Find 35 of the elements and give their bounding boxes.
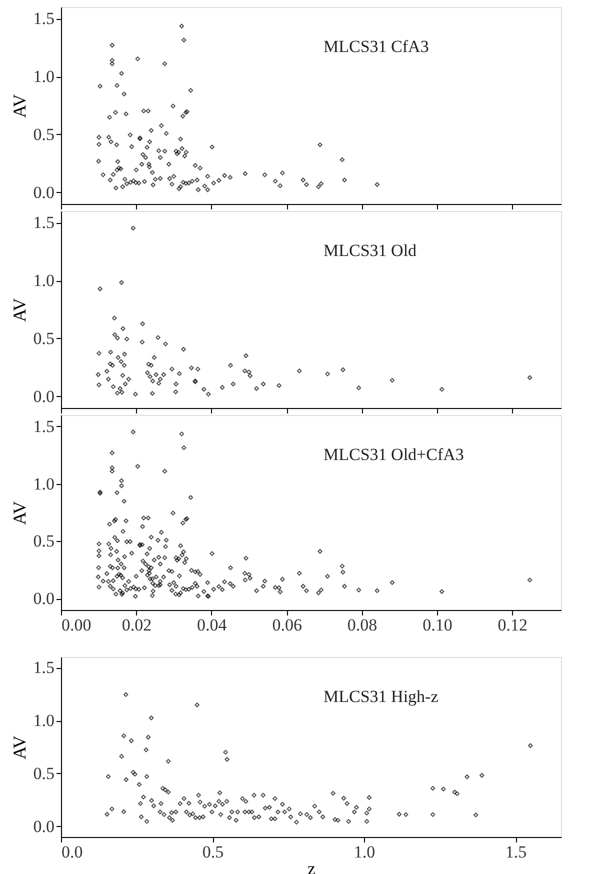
text: MLCS31 Old+CfA3 xyxy=(324,445,464,464)
y-tick-label: 0.0 xyxy=(33,386,54,406)
x-tick-label: 0.5 xyxy=(202,842,224,862)
y-tick-label: 0.5 xyxy=(33,328,54,348)
text: MLCS31 Old xyxy=(324,241,418,260)
y-tick-label: 1.5 xyxy=(33,213,54,232)
y-tick-label: 1.5 xyxy=(33,416,54,436)
y-tick-label: 1.0 xyxy=(33,271,54,290)
x-tick-label: 0.0 xyxy=(62,842,83,862)
y-axis-title: AV xyxy=(9,94,30,118)
y-tick-label: 1.5 xyxy=(33,658,54,678)
y-tick-label: 0.0 xyxy=(33,589,54,608)
y-tick-label: 1.0 xyxy=(33,474,54,494)
x-tick-label: 0.04 xyxy=(197,616,228,634)
x-tick-label: 1.0 xyxy=(354,842,376,862)
y-tick-label: 0.0 xyxy=(33,182,54,202)
y-tick-label: 0.5 xyxy=(33,764,54,783)
x-tick-label: 0.12 xyxy=(498,616,528,634)
y-axis-title: AV xyxy=(9,501,30,525)
y-axis-title: AV xyxy=(9,298,30,322)
y-axis-title: AV xyxy=(9,736,30,760)
text: MLCS31 High-z xyxy=(324,687,439,706)
x-tick-label: 0.06 xyxy=(272,616,302,634)
x-tick-label: 1.5 xyxy=(505,842,527,862)
x-tick-label: 0.10 xyxy=(422,616,452,634)
y-tick-label: 0.5 xyxy=(33,124,54,144)
x-tick-label: 0.02 xyxy=(122,616,152,634)
y-tick-label: 1.5 xyxy=(33,9,54,28)
y-tick-label: 1.0 xyxy=(33,711,54,730)
y-tick-label: 1.0 xyxy=(33,67,54,86)
y-tick-label: 0.0 xyxy=(33,816,54,836)
x-tick-label: 0.08 xyxy=(347,616,378,634)
y-tick-label: 0.5 xyxy=(33,532,54,551)
x-tick-label: 0.00 xyxy=(62,616,92,634)
text: MLCS31 CfA3 xyxy=(324,37,429,56)
